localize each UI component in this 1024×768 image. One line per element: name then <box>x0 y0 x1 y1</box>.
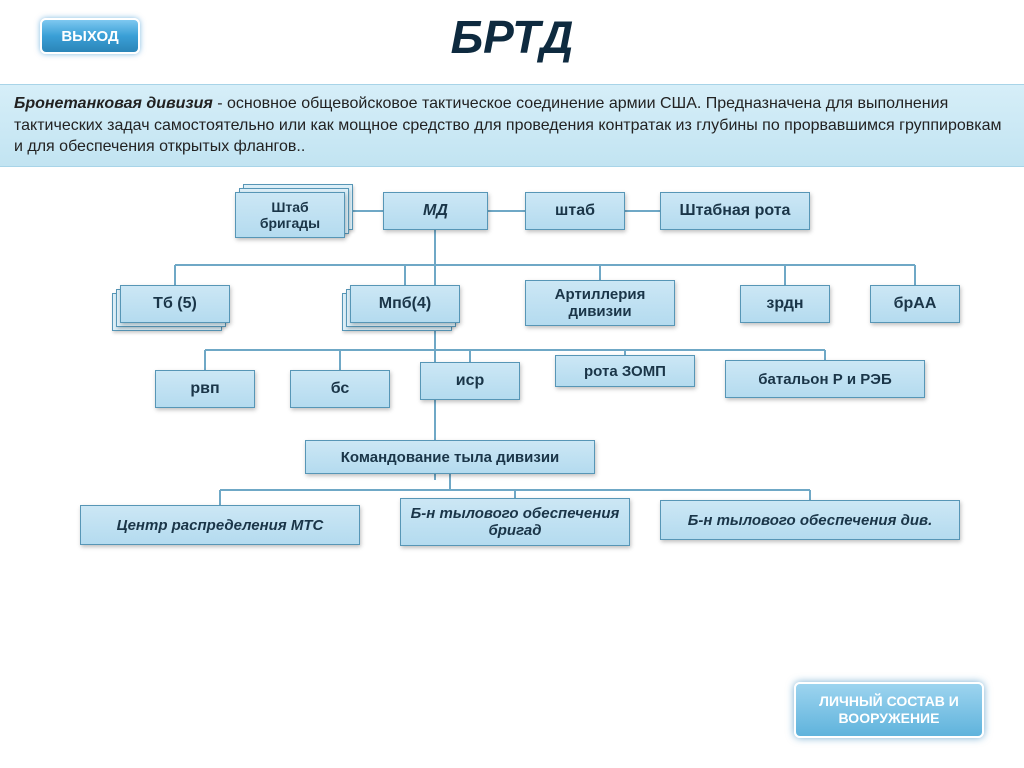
node-rvp: рвп <box>155 370 255 408</box>
node-tb5: Тб (5) <box>120 285 230 323</box>
node-md: МД <box>383 192 488 230</box>
node-rear-command: Командование тыла дивизии <box>305 440 595 474</box>
node-reb: батальон Р и РЭБ <box>725 360 925 398</box>
description-term: Бронетанковая дивизия <box>14 95 213 112</box>
node-mts-center: Центр распределения МТС <box>80 505 360 545</box>
node-zomp: рота ЗОМП <box>555 355 695 387</box>
page-title: БРТД <box>0 10 1024 64</box>
personnel-button[interactable]: ЛИЧНЫЙ СОСТАВ И ВООРУЖЕНИЕ <box>794 682 984 738</box>
node-rear-brigade: Б-н тылового обеспечения бригад <box>400 498 630 546</box>
node-bs: бс <box>290 370 390 408</box>
node-hq-brigade: Штаб бригады <box>235 192 345 238</box>
node-isr: иср <box>420 362 520 400</box>
node-shtab-rota: Штабная рота <box>660 192 810 230</box>
node-mpb4: Мпб(4) <box>350 285 460 323</box>
node-zrdn: зрдн <box>740 285 830 323</box>
node-shtab: штаб <box>525 192 625 230</box>
node-artillery: Артиллерия дивизии <box>525 280 675 326</box>
node-braa: брАА <box>870 285 960 323</box>
node-rear-division: Б-н тылового обеспечения див. <box>660 500 960 540</box>
description-bar: Бронетанковая дивизия - основное общевой… <box>0 84 1024 167</box>
org-chart: Штаб бригады МД штаб Штабная рота Тб (5)… <box>0 180 1024 700</box>
